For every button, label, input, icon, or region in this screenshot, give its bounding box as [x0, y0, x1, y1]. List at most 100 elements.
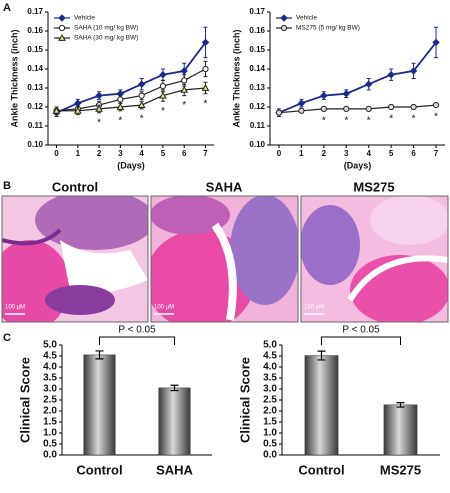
y-tick-label: 3.5 — [43, 373, 57, 384]
marker — [95, 104, 103, 112]
y-tick-label: 0.14 — [27, 64, 43, 73]
y-tick-label: 0.11 — [250, 121, 266, 130]
x-tick-label: SAHA — [156, 462, 193, 477]
y-tick-label: 2.5 — [263, 395, 277, 406]
significance-mark: * — [97, 117, 101, 128]
marker — [180, 85, 189, 93]
x-tick-label: 1 — [299, 149, 304, 158]
marker — [117, 96, 124, 103]
y-tick-label: 4.5 — [263, 351, 277, 362]
marker — [365, 80, 373, 88]
legend-marker — [280, 14, 288, 22]
y-tick-label: 0.14 — [249, 64, 265, 73]
marker — [73, 106, 82, 114]
legend-label: SAHA (10 mg/ kg BW) — [74, 25, 138, 32]
marker — [116, 102, 125, 110]
x-tick-label: 4 — [366, 149, 371, 158]
x-tick-label: 4 — [139, 149, 144, 158]
marker — [275, 109, 283, 116]
y-tick-label: 0.13 — [249, 83, 265, 92]
significance-mark: * — [367, 115, 371, 126]
legend-marker — [58, 24, 66, 32]
image-frame — [150, 195, 299, 323]
x-tick-label: 6 — [182, 149, 187, 158]
marker — [202, 65, 209, 73]
significance-mark: * — [161, 106, 165, 117]
y-tick-label: 4.0 — [43, 362, 57, 373]
marker — [410, 103, 417, 111]
marker — [409, 67, 418, 75]
marker — [432, 102, 440, 109]
y-tick-label: 0.10 — [249, 140, 265, 149]
x-tick-label: 0 — [277, 149, 282, 158]
bar — [304, 355, 339, 456]
legend-marker — [280, 24, 288, 32]
marker — [159, 83, 167, 90]
marker — [159, 70, 167, 79]
x-tick-label: MS275 — [380, 462, 421, 477]
x-tick-label: Control — [298, 462, 344, 477]
annotation: P < 0.05 — [342, 325, 380, 336]
marker — [137, 80, 146, 88]
histology-label: SAHA — [206, 179, 243, 194]
significance-mark: * — [204, 98, 208, 109]
significance-bracket — [321, 336, 401, 345]
panel-label: A — [3, 2, 11, 14]
x-tick-label: 1 — [76, 149, 81, 158]
y-tick-label: 0.15 — [27, 45, 43, 54]
bar — [158, 387, 191, 456]
legend-label: Vehicle — [74, 15, 95, 22]
significance-mark: * — [344, 115, 348, 126]
legend-label: MS275 (5 mg/ kg BW) — [296, 25, 360, 32]
marker — [95, 91, 103, 100]
y-tick-label: 1.5 — [43, 417, 57, 428]
y-tick-label: 1.0 — [263, 428, 277, 439]
significance-mark: * — [434, 112, 438, 123]
marker — [432, 38, 440, 47]
histology-image — [301, 196, 448, 322]
y-axis-label: Ankle Thickness (inch) — [9, 29, 19, 127]
series-line — [56, 41, 207, 114]
x-tick-label: 5 — [389, 149, 394, 158]
marker — [320, 91, 328, 100]
bar — [383, 404, 418, 456]
x-tick-label: 6 — [411, 149, 416, 158]
y-tick-label: 0.17 — [27, 7, 43, 16]
y-tick-label: 0.12 — [27, 102, 43, 111]
x-tick-label: Control — [76, 462, 122, 477]
marker — [388, 103, 395, 111]
y-tick-label: 4.0 — [263, 362, 277, 373]
histology-label: Control — [52, 179, 98, 194]
significance-mark: * — [389, 114, 393, 125]
series-line — [278, 41, 437, 114]
series-line — [56, 87, 206, 112]
x-axis-label: (Days) — [117, 160, 145, 170]
scale-label: 100 µM — [304, 305, 324, 311]
significance-bracket — [99, 336, 175, 345]
x-tick-label: 3 — [118, 149, 123, 158]
y-tick-label: 0.0 — [263, 450, 277, 461]
x-axis-label: (Days) — [344, 160, 372, 170]
marker — [365, 105, 372, 113]
image-frame — [300, 195, 449, 323]
x-tick-label: 2 — [97, 149, 102, 158]
y-tick-label: 3.0 — [263, 384, 277, 395]
marker — [201, 38, 210, 47]
significance-mark: * — [412, 114, 416, 125]
y-tick-label: 0.16 — [249, 26, 265, 35]
y-tick-label: 4.5 — [43, 351, 57, 362]
x-tick-label: 3 — [344, 149, 349, 158]
significance-mark: * — [182, 100, 186, 111]
significance-mark: * — [322, 115, 326, 126]
y-tick-label: 0.5 — [43, 439, 57, 450]
x-tick-label: 0 — [54, 149, 59, 158]
panel-label: B — [3, 180, 11, 192]
error-bar — [95, 350, 104, 360]
marker — [298, 107, 305, 114]
y-tick-label: 3.5 — [263, 373, 277, 384]
error-bar — [317, 350, 326, 361]
y-tick-label: 0.16 — [27, 26, 43, 35]
marker — [297, 99, 306, 107]
legend-marker — [58, 14, 66, 22]
